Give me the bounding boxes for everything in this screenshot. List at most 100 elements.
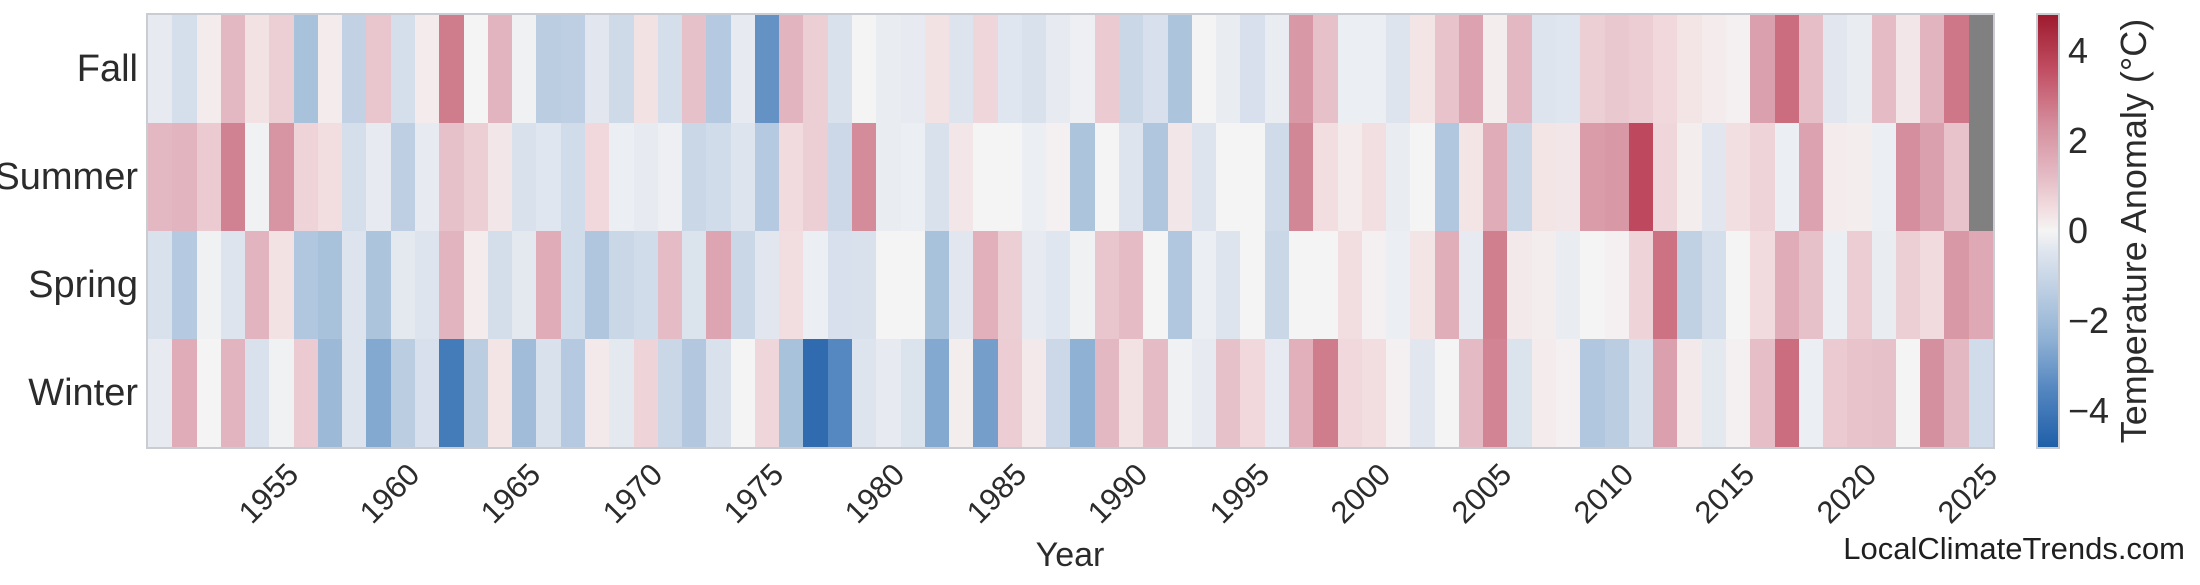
heatmap-cell (196, 123, 221, 231)
heatmap-cell (1143, 231, 1168, 339)
heatmap-cell (1313, 123, 1338, 231)
heatmap-cell (900, 231, 925, 339)
heatmap-cell (1046, 339, 1071, 447)
heatmap-cell (584, 231, 610, 339)
heatmap-cell (1119, 15, 1144, 123)
heatmap-cell (196, 15, 221, 123)
heatmap-cell (1531, 231, 1557, 339)
heatmap-cell (172, 231, 197, 339)
heatmap-cell (1920, 15, 1945, 123)
heatmap-cell (196, 339, 221, 447)
heatmap-cell (293, 231, 318, 339)
heatmap-cell (852, 339, 877, 447)
heatmap-cell (1094, 15, 1120, 123)
heatmap-cell (487, 231, 513, 339)
heatmap-cell (633, 15, 658, 123)
heatmap-cell (148, 123, 173, 231)
heatmap-cell (633, 339, 658, 447)
heatmap-cell (317, 123, 343, 231)
heatmap-cell (1944, 15, 1969, 123)
heatmap-cell (900, 339, 925, 447)
heatmap-cell (730, 339, 755, 447)
heatmap-cell (876, 123, 901, 231)
heatmap-cell (1046, 231, 1071, 339)
heatmap-cell (1313, 339, 1338, 447)
heatmap-cell (172, 339, 197, 447)
heatmap-cell (1507, 231, 1532, 339)
heatmap-cell (1216, 339, 1241, 447)
heatmap-cell (1701, 339, 1726, 447)
y-axis-label-fall: Fall (76, 48, 138, 90)
x-tick-label: 1975 (716, 456, 791, 531)
heatmap-cell (1070, 339, 1095, 447)
heatmap-cell (706, 123, 731, 231)
heatmap-cell (900, 123, 925, 231)
heatmap-cell (439, 339, 464, 447)
heatmap-cell (1968, 231, 1993, 339)
heatmap-cell (1531, 339, 1557, 447)
heatmap-cell (949, 123, 974, 231)
heatmap-cell (1119, 231, 1144, 339)
heatmap-cell (1410, 15, 1435, 123)
heatmap-cell (1725, 339, 1751, 447)
heatmap-cell (245, 231, 270, 339)
heatmap-cell (269, 123, 294, 231)
x-tick-label: 2000 (1323, 456, 1398, 531)
heatmap-cell (415, 123, 440, 231)
heatmap-cell (876, 339, 901, 447)
heatmap-cell (754, 339, 780, 447)
heatmap-cell (1507, 15, 1532, 123)
heatmap-cell (245, 339, 270, 447)
heatmap-cell (1264, 339, 1289, 447)
heatmap-cell (487, 15, 513, 123)
heatmap-cell (1823, 231, 1848, 339)
heatmap-cell (536, 15, 561, 123)
heatmap-cell (366, 123, 391, 231)
heatmap-cell (997, 123, 1022, 231)
heatmap-cell (1798, 15, 1824, 123)
heatmap-cell (1750, 231, 1775, 339)
heatmap-cell (1653, 15, 1678, 123)
heatmap-cell (439, 123, 464, 231)
heatmap-cell (852, 123, 877, 231)
heatmap-cell (1167, 339, 1192, 447)
heatmap-cell (827, 231, 852, 339)
heatmap-cell (269, 231, 294, 339)
heatmap-cell (779, 15, 804, 123)
heatmap-cell (803, 231, 828, 339)
heatmap-cell (609, 15, 634, 123)
heatmap-cell (390, 15, 416, 123)
heatmap-cell (342, 231, 367, 339)
heatmap-cell (1070, 231, 1095, 339)
heatmap-cell (1895, 123, 1921, 231)
heatmap-cell (1313, 15, 1338, 123)
x-tick-label: 1980 (838, 456, 912, 531)
heatmap-cell (1628, 231, 1654, 339)
heatmap-cell (1191, 15, 1217, 123)
x-tick-label: 1955 (231, 456, 305, 531)
heatmap-cell (415, 15, 440, 123)
heatmap-cell (1361, 15, 1387, 123)
heatmap-cell (1483, 231, 1508, 339)
heatmap-cell (1677, 123, 1702, 231)
heatmap-cell (1434, 339, 1459, 447)
heatmap-cell (682, 123, 707, 231)
heatmap-cell (827, 339, 852, 447)
heatmap-cell (1070, 15, 1095, 123)
heatmap-cell (1920, 339, 1945, 447)
heatmap-cell (973, 231, 998, 339)
heatmap-cell (949, 339, 974, 447)
heatmap-cell (973, 123, 998, 231)
heatmap-cell (1216, 123, 1241, 231)
heatmap-cell (779, 123, 804, 231)
heatmap-cell (584, 339, 610, 447)
heatmap-cell (1143, 15, 1168, 123)
heatmap-cell (463, 15, 488, 123)
heatmap-cell (1264, 15, 1289, 123)
heatmap-cell (342, 123, 367, 231)
heatmap-cell (657, 123, 683, 231)
heatmap-cell (1458, 231, 1484, 339)
heatmap-cell (1556, 15, 1581, 123)
heatmap-cell (439, 15, 464, 123)
x-tick-label: 2020 (1809, 456, 1883, 531)
